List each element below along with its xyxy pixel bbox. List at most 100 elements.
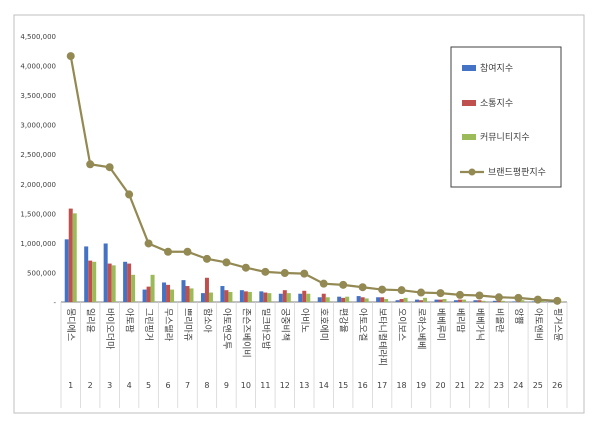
bar-소통지수	[166, 284, 171, 302]
line-point	[183, 247, 192, 256]
bar-커뮤니티지수	[111, 265, 116, 302]
legend-marker	[468, 168, 476, 176]
y-tick-label: 2,000,000	[20, 181, 56, 189]
category-number: 19	[416, 381, 426, 390]
bar-소통지수	[457, 299, 462, 302]
bar-소통지수	[146, 286, 151, 302]
category-number: 8	[204, 381, 209, 390]
legend-label: 소통지수	[480, 98, 513, 109]
bar-커뮤니티지수	[92, 261, 97, 302]
category-number: 4	[127, 381, 132, 390]
bar-커뮤니티지수	[189, 288, 194, 302]
bar-커뮤니티지수	[325, 297, 330, 302]
line-point	[436, 289, 445, 298]
bar-참여지수	[103, 243, 108, 302]
bar-참여지수	[298, 293, 303, 302]
y-tick-label: 3,000,000	[20, 122, 56, 130]
bar-소통지수	[380, 297, 385, 302]
bar-커뮤니티지수	[384, 299, 389, 302]
category-label: 궁중비책	[279, 308, 291, 341]
bar-참여지수	[376, 297, 381, 302]
bar-소통지수	[360, 297, 365, 302]
bar-소통지수	[243, 291, 248, 302]
line-point	[339, 280, 348, 289]
line-point	[164, 247, 173, 256]
category-number: 18	[396, 381, 406, 390]
category-number: 3	[107, 381, 112, 390]
bar-소통지수	[341, 297, 346, 302]
bar-참여지수	[317, 297, 322, 302]
category-number: 25	[533, 381, 543, 390]
bar-참여지수	[434, 299, 439, 302]
y-tick-label: 500,000	[27, 269, 56, 277]
bar-커뮤니티지수	[131, 274, 136, 302]
bar-커뮤니티지수	[72, 213, 77, 302]
bar-참여지수	[200, 293, 205, 302]
bar-참여지수	[142, 289, 147, 302]
bar-커뮤니티지수	[539, 300, 544, 302]
category-label: 함소아	[201, 308, 212, 334]
category-number: 15	[338, 381, 348, 390]
line-point	[202, 254, 211, 263]
category-label: 존슨즈베이비	[240, 308, 251, 358]
y-tick-label: 1,500,000	[20, 210, 56, 218]
line-point	[241, 263, 250, 272]
category-label: 아토앤오투	[221, 308, 232, 349]
bar-커뮤니티지수	[345, 296, 350, 302]
y-tick-label: 4,000,000	[20, 63, 56, 71]
line-point	[319, 279, 328, 288]
category-number: 11	[260, 381, 270, 390]
bar-소통지수	[321, 293, 326, 302]
category-label: 쁘리마쥬	[182, 308, 193, 341]
line-point	[494, 293, 503, 302]
category-number: 10	[241, 381, 251, 390]
line-point	[105, 163, 114, 172]
category-label: 편강율	[338, 308, 350, 333]
bar-참여지수	[453, 300, 458, 302]
category-number: 26	[552, 381, 562, 390]
category-label: 아비노	[299, 308, 310, 333]
bar-커뮤니티지수	[520, 300, 525, 302]
category-label: 베리맘	[454, 308, 465, 333]
line-point	[553, 296, 562, 305]
category-label: 그린핑거	[143, 308, 154, 341]
bar-커뮤니티지수	[461, 299, 466, 302]
bar-참여지수	[395, 300, 400, 302]
category-label: 밀크바오밥	[260, 308, 272, 349]
bar-커뮤니티지수	[481, 300, 486, 302]
category-number: 1	[68, 381, 73, 390]
bar-커뮤니티지수	[150, 274, 155, 302]
bar-참여지수	[162, 282, 167, 302]
bar-소통지수	[438, 299, 443, 302]
bar-소통지수	[282, 290, 287, 302]
line-point	[455, 290, 464, 299]
category-label: 아토엔비	[532, 308, 543, 341]
bar-참여지수	[415, 299, 420, 302]
bar-소통지수	[263, 292, 268, 302]
bar-참여지수	[64, 239, 69, 302]
line-series-group	[66, 52, 562, 305]
category-label: 몽디에스	[65, 308, 76, 341]
bar-커뮤니티지수	[170, 289, 175, 302]
category-label: 일리윤	[85, 308, 96, 333]
line-point	[417, 288, 426, 297]
category-number: 6	[165, 381, 170, 390]
bar-커뮤니티지수	[228, 291, 233, 302]
category-number: 20	[435, 381, 445, 390]
bar-소통지수	[107, 263, 112, 302]
y-tick-label: 3,500,000	[20, 92, 56, 100]
line-point	[86, 160, 95, 169]
bar-커뮤니티지수	[286, 293, 291, 302]
bar-series-group	[64, 208, 564, 302]
category-number: 23	[494, 381, 504, 390]
x-axis: 몽디에스 1 일리윤 2 바이오더마 3 아토팜 4 그린핑거 5 무스텔라 6 쁘리마쥬 7 함소아 8 아토…	[60, 301, 568, 408]
category-label: 로하스베베	[416, 308, 427, 349]
category-number: 24	[513, 381, 523, 390]
bar-참여지수	[123, 261, 128, 302]
category-label: 비올란	[493, 308, 505, 333]
category-number: 2	[88, 381, 93, 390]
bar-커뮤니티지수	[423, 297, 428, 302]
bar-소통지수	[496, 300, 501, 302]
